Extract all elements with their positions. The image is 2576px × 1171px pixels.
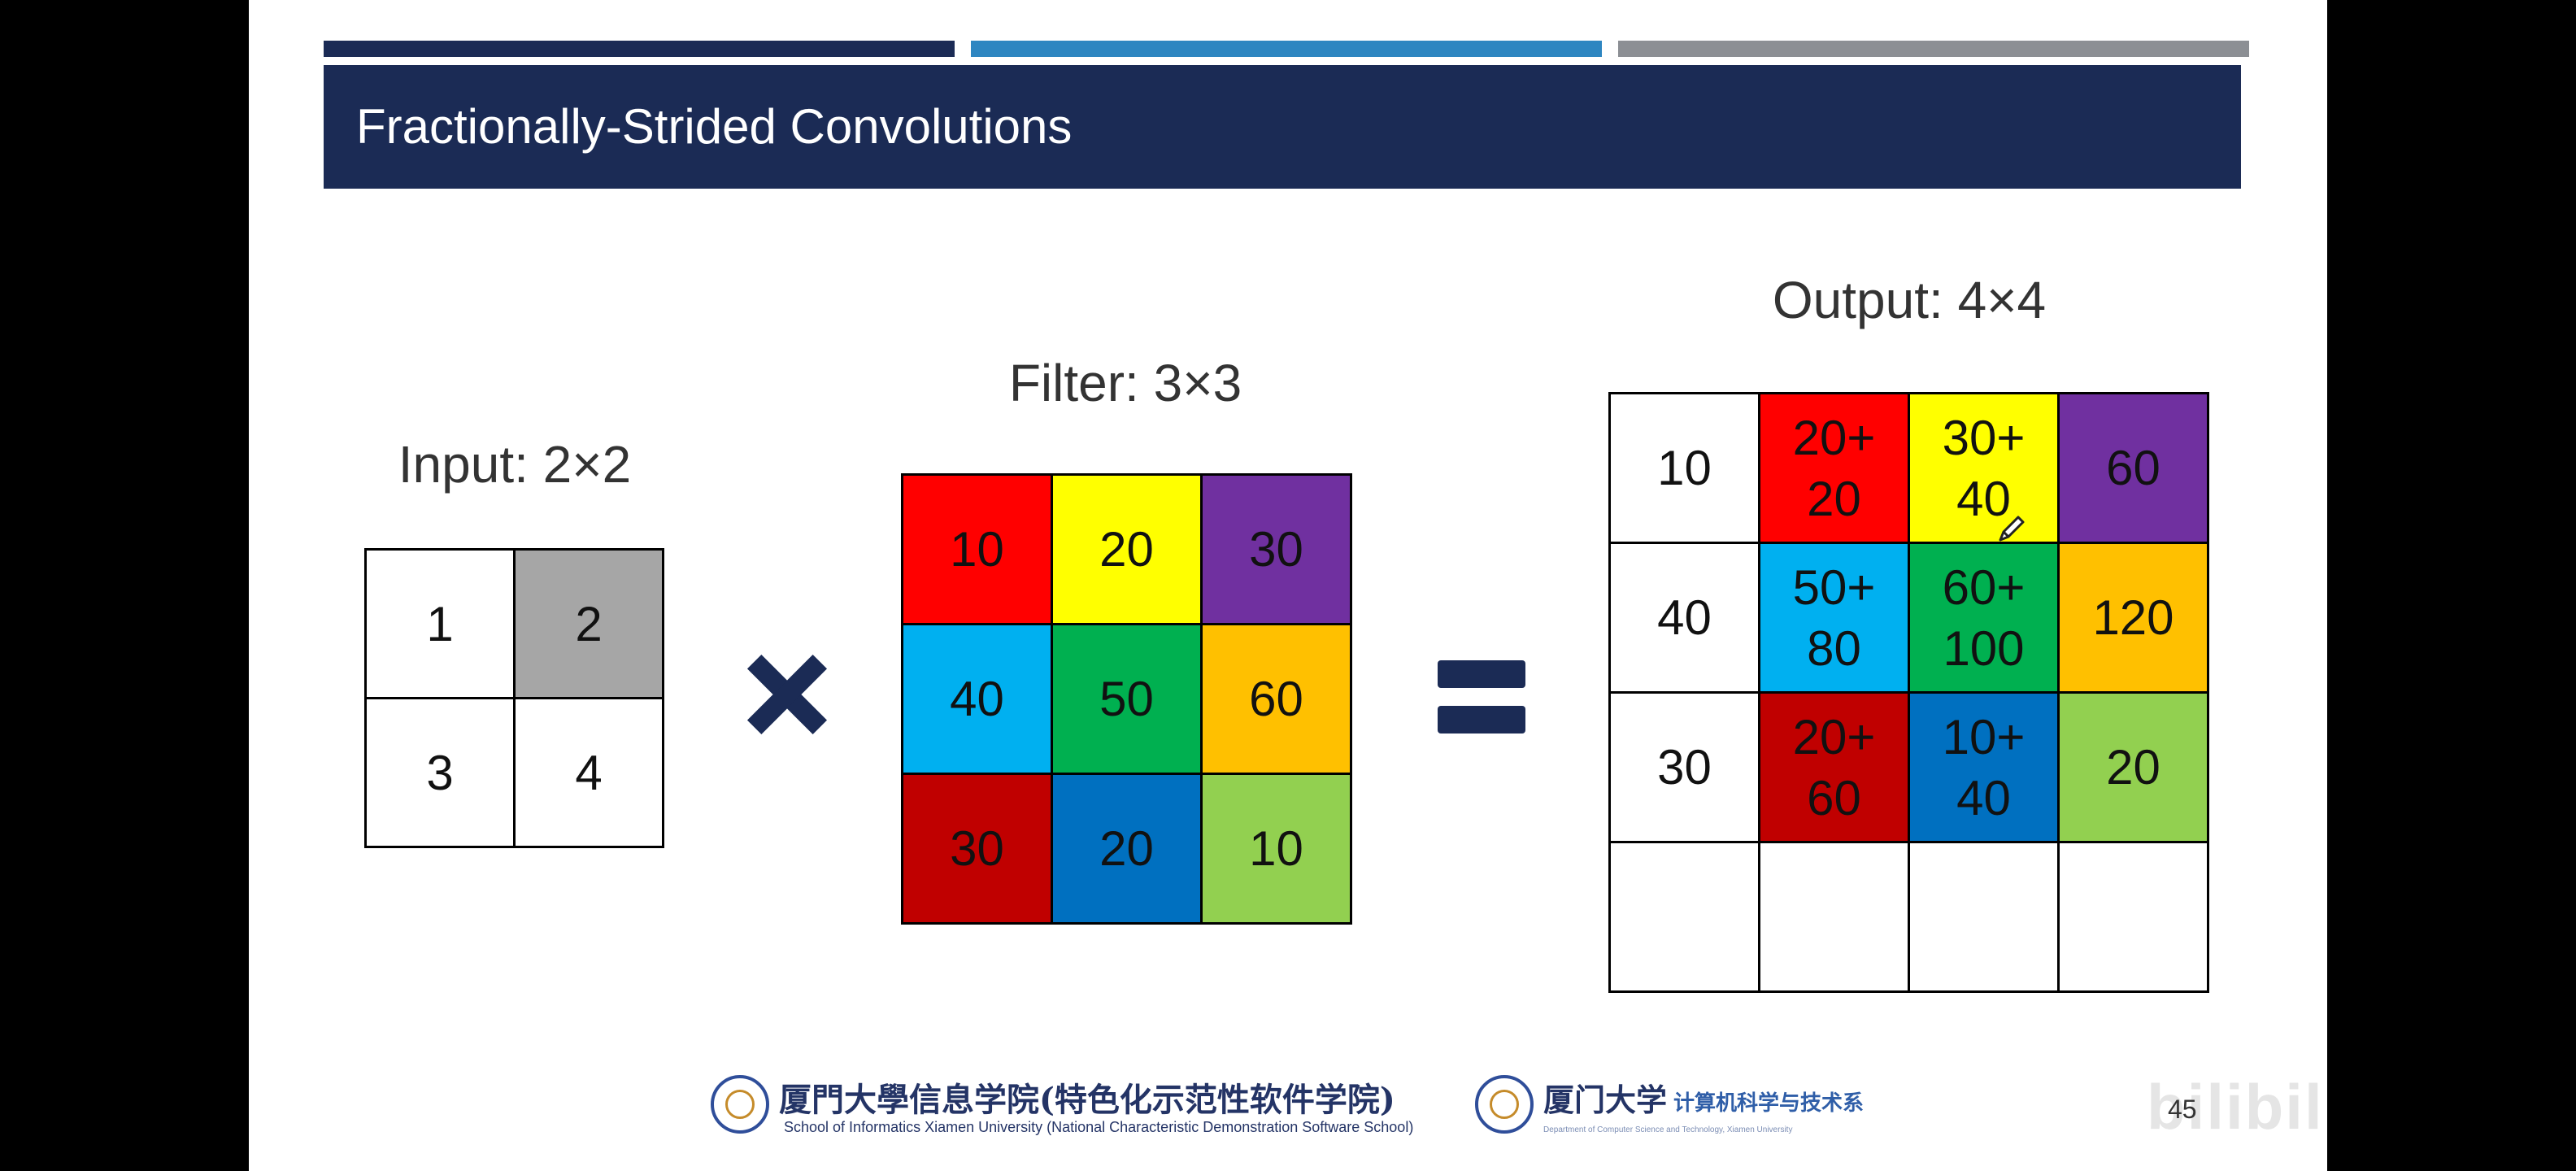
output-cell: 10 — [1611, 394, 1758, 542]
filter-cell: 10 — [903, 476, 1051, 623]
output-cell — [1611, 843, 1758, 990]
filter-label: Filter: 3×3 — [1008, 354, 1242, 412]
equals-bar-top — [1438, 660, 1525, 688]
school-name-en: School of Informatics Xiamen University … — [784, 1119, 1414, 1135]
top-accent-bar-3 — [1618, 41, 2249, 57]
multiply-icon — [746, 654, 828, 735]
filter-cell: 50 — [1053, 625, 1200, 773]
school-logo-icon — [711, 1075, 769, 1134]
school-name-cn: 厦門大學信息学院(特色化示范性软件学院) — [779, 1081, 1395, 1119]
output-cell — [2060, 843, 2207, 990]
output-cell — [1910, 843, 2057, 990]
filter-cell: 10 — [1203, 775, 1350, 922]
output-cell — [1760, 843, 1908, 990]
department-logo-inner-icon — [1490, 1090, 1519, 1119]
output-cell: 60 — [2060, 394, 2207, 542]
output-label: Output: 4×4 — [1772, 271, 2047, 329]
filter-cell: 20 — [1053, 476, 1200, 623]
department-university-cn: 厦门大学 — [1543, 1082, 1668, 1118]
output-cell: 10+ 40 — [1910, 694, 2057, 841]
input-cell: 1 — [367, 551, 513, 697]
filter-cell: 30 — [1203, 476, 1350, 623]
output-cell: 20 — [2060, 694, 2207, 841]
footer: 厦門大學信息学院(特色化示范性软件学院) School of Informati… — [249, 1057, 2327, 1155]
input-cell: 2 — [516, 551, 662, 697]
input-cell: 4 — [516, 699, 662, 846]
watermark: bilibili — [1917, 1067, 2327, 1143]
department-name-cn: 计算机科学与技术系 — [1673, 1090, 1865, 1115]
output-cell: 30+ 40 — [1910, 394, 2057, 542]
filter-grid: 10 20 30 40 50 60 30 20 10 — [901, 473, 1352, 925]
filter-cell: 30 — [903, 775, 1051, 922]
output-cell: 60+ 100 — [1910, 544, 2057, 691]
department-name-en: Department of Computer Science and Techn… — [1543, 1125, 1793, 1134]
slide-title: Fractionally-Strided Convolutions — [356, 99, 1073, 154]
filter-cell: 40 — [903, 625, 1051, 773]
slide: Fractionally-Strided Convolutions Input:… — [249, 0, 2327, 1171]
top-accent-bar-1 — [324, 41, 955, 57]
output-cell: 20+ 60 — [1760, 694, 1908, 841]
input-cell: 3 — [367, 699, 513, 846]
output-cell: 120 — [2060, 544, 2207, 691]
bilibili-watermark-logo: bilibili — [2147, 1071, 2327, 1143]
equals-bar-bottom — [1438, 706, 1525, 734]
page-number: 45 — [2168, 1095, 2197, 1124]
department-logo-icon — [1475, 1075, 1534, 1134]
output-cell: 30 — [1611, 694, 1758, 841]
output-cell: 40 — [1611, 544, 1758, 691]
pen-cursor-icon — [1999, 516, 2025, 542]
title-bar: Fractionally-Strided Convolutions — [324, 65, 2241, 189]
output-cell: 50+ 80 — [1760, 544, 1908, 691]
filter-cell: 20 — [1053, 775, 1200, 922]
output-grid: 10 20+ 20 30+ 40 60 40 50+ 80 60+ 100 120 30 20+ … — [1608, 392, 2209, 993]
filter-cell: 60 — [1203, 625, 1350, 773]
input-label: Input: 2×2 — [398, 435, 632, 494]
output-cell: 20+ 20 — [1760, 394, 1908, 542]
top-accent-bar-2 — [971, 41, 1602, 57]
school-logo-inner-icon — [725, 1090, 755, 1119]
